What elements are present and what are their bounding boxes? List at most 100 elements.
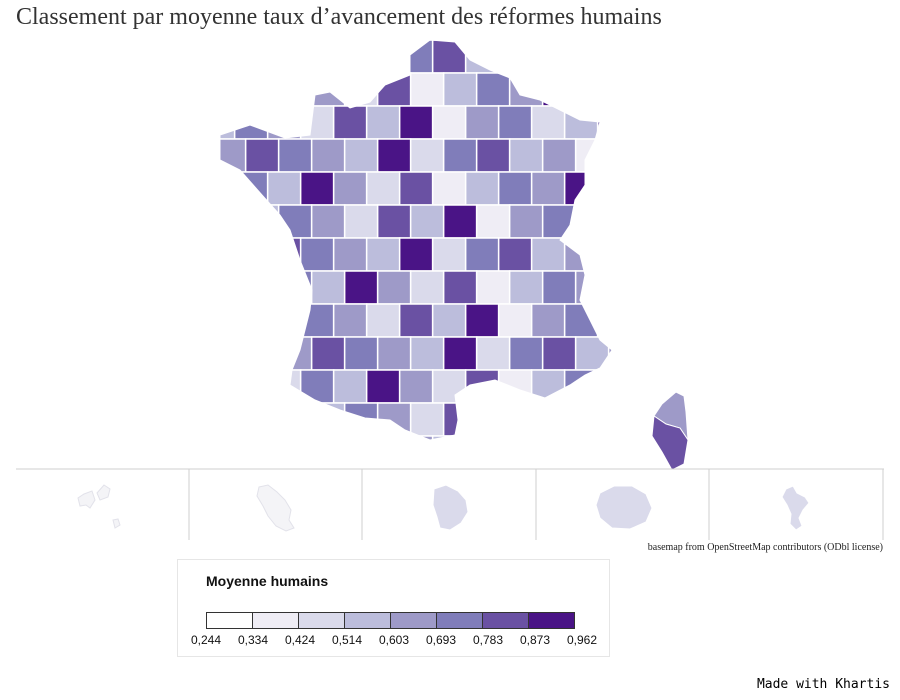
- departement: [266, 237, 302, 272]
- departement: [299, 105, 335, 140]
- departement: [563, 435, 599, 440]
- departement: [563, 105, 599, 140]
- departement: [365, 171, 401, 206]
- departement: [220, 336, 247, 371]
- departement: [376, 204, 412, 239]
- departement: [607, 402, 612, 437]
- departement: [497, 435, 533, 440]
- departement: [409, 138, 445, 173]
- departement: [409, 72, 445, 107]
- departement: [220, 369, 236, 404]
- departement: [233, 237, 269, 272]
- departement: [464, 435, 500, 440]
- departement: [343, 72, 379, 107]
- departement: [310, 204, 346, 239]
- departement: [508, 270, 544, 305]
- departement: [343, 336, 379, 371]
- departement: [530, 303, 566, 338]
- departement: [596, 435, 612, 440]
- departement: [244, 270, 280, 305]
- departement: [376, 336, 412, 371]
- departement: [220, 204, 247, 239]
- departement: [376, 270, 412, 305]
- departement: [574, 138, 610, 173]
- legend-tick: 0,873: [519, 633, 551, 647]
- departement: [398, 40, 434, 74]
- departement: [244, 138, 280, 173]
- departement: [442, 402, 478, 437]
- departement: [431, 369, 467, 404]
- departement: [431, 171, 467, 206]
- departement: [497, 237, 533, 272]
- departement: [343, 270, 379, 305]
- inset-guadeloupe: [77, 484, 121, 529]
- departement: [607, 72, 612, 107]
- departement: [220, 138, 247, 173]
- departement: [299, 171, 335, 206]
- departement: [607, 270, 612, 305]
- departement: [563, 369, 599, 404]
- departement: [365, 369, 401, 404]
- departement: [607, 138, 612, 173]
- departement: [508, 72, 544, 107]
- departement: [266, 40, 302, 74]
- departement: [508, 138, 544, 173]
- legend-swatch: [206, 612, 253, 629]
- departement: [563, 171, 599, 206]
- departement: [497, 369, 533, 404]
- departement: [398, 435, 434, 440]
- departement: [220, 171, 236, 206]
- departement: [464, 369, 500, 404]
- departement: [409, 270, 445, 305]
- legend-swatch: [252, 612, 299, 629]
- departement: [277, 336, 313, 371]
- departement: [365, 40, 401, 74]
- departement: [596, 171, 612, 206]
- departement: [497, 171, 533, 206]
- legend-tick: 0,244: [190, 633, 222, 647]
- mainland-france: [220, 40, 612, 440]
- departement: [596, 40, 612, 74]
- departement: [220, 402, 247, 437]
- departement: [475, 138, 511, 173]
- departement: [332, 105, 368, 140]
- departement: [442, 270, 478, 305]
- departement: [541, 402, 577, 437]
- departement: [310, 270, 346, 305]
- departement: [398, 171, 434, 206]
- departement: [596, 369, 612, 404]
- departement: [398, 105, 434, 140]
- legend-scale: [206, 612, 575, 630]
- departement: [508, 336, 544, 371]
- departement: [409, 402, 445, 437]
- departement: [563, 40, 599, 74]
- departement: [442, 204, 478, 239]
- departement: [332, 237, 368, 272]
- departement: [464, 40, 500, 74]
- legend-tick: 0,783: [472, 633, 504, 647]
- corsica: [651, 391, 689, 471]
- departement: [343, 138, 379, 173]
- legend-tick: 0,962: [566, 633, 598, 647]
- departement: [409, 336, 445, 371]
- departement: [475, 204, 511, 239]
- inset-guyane: [432, 484, 469, 531]
- departement: [574, 204, 610, 239]
- departement: [497, 105, 533, 140]
- departement: [220, 303, 236, 338]
- departement: [233, 40, 269, 74]
- departement: [508, 204, 544, 239]
- departement: [530, 369, 566, 404]
- departement: [332, 369, 368, 404]
- departement: [530, 237, 566, 272]
- departement: [310, 336, 346, 371]
- departement: [431, 303, 467, 338]
- made-with-credit: Made with Khartis: [756, 677, 890, 692]
- departement: [233, 435, 269, 440]
- legend-swatch: [344, 612, 391, 629]
- departement: [332, 435, 368, 440]
- departement: [541, 270, 577, 305]
- departement: [233, 171, 269, 206]
- departement: [574, 336, 610, 371]
- departement: [596, 105, 612, 140]
